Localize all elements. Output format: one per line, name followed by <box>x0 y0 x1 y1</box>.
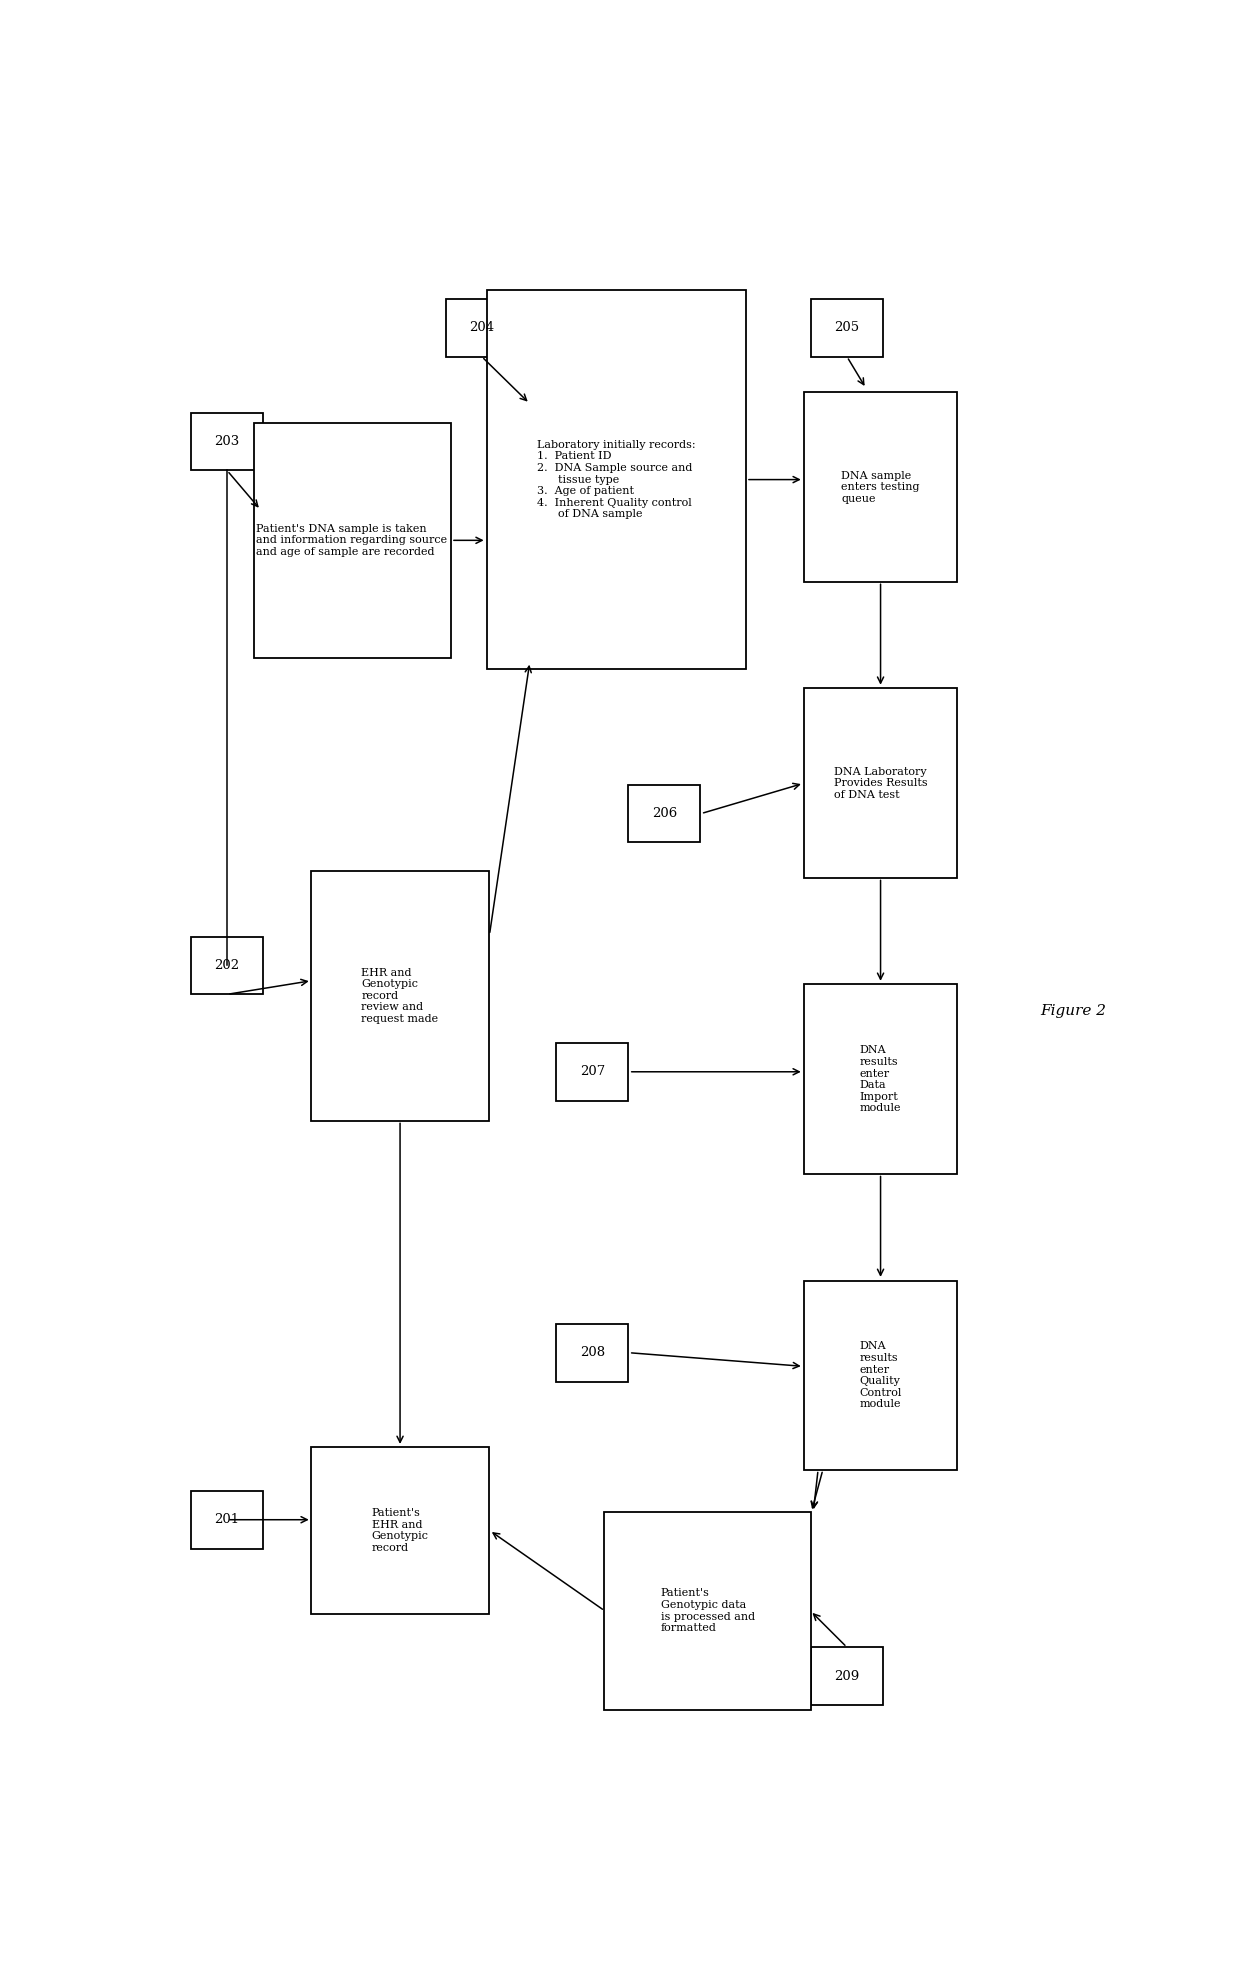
Text: DNA
results
enter
Quality
Control
module: DNA results enter Quality Control module <box>859 1341 901 1410</box>
Bar <box>804 688 957 878</box>
Text: Patient's
Genotypic data
is processed and
formatted: Patient's Genotypic data is processed an… <box>661 1587 755 1633</box>
Text: 205: 205 <box>835 321 859 333</box>
Bar <box>191 937 263 994</box>
Bar <box>191 412 263 471</box>
Bar <box>445 300 518 357</box>
Text: EHR and
Genotypic
record
review and
request made: EHR and Genotypic record review and requ… <box>362 968 439 1023</box>
Bar <box>804 984 957 1173</box>
Text: Figure 2: Figure 2 <box>1040 1004 1106 1018</box>
Text: 206: 206 <box>652 807 677 820</box>
Text: 202: 202 <box>215 958 239 972</box>
Text: 203: 203 <box>215 436 239 448</box>
Bar <box>804 1280 957 1471</box>
Bar <box>604 1513 811 1710</box>
Bar <box>486 290 746 669</box>
Text: Patient's
EHR and
Genotypic
record: Patient's EHR and Genotypic record <box>372 1509 429 1552</box>
Text: 204: 204 <box>469 321 495 333</box>
Bar <box>811 1647 883 1706</box>
Text: Patient's DNA sample is taken
and information regarding source
and age of sample: Patient's DNA sample is taken and inform… <box>257 525 448 556</box>
Bar <box>557 1043 629 1100</box>
Bar <box>804 392 957 582</box>
Text: Laboratory initially records:
1.  Patient ID
2.  DNA Sample source and
      tis: Laboratory initially records: 1. Patient… <box>537 440 696 519</box>
Text: 201: 201 <box>215 1513 239 1526</box>
Bar <box>311 1447 489 1613</box>
Bar <box>253 422 450 659</box>
Bar <box>557 1323 629 1382</box>
Text: 209: 209 <box>835 1670 859 1682</box>
Text: DNA Laboratory
Provides Results
of DNA test: DNA Laboratory Provides Results of DNA t… <box>833 767 928 801</box>
Bar <box>629 785 701 842</box>
Bar <box>191 1491 263 1548</box>
Text: 208: 208 <box>579 1347 605 1359</box>
Text: 207: 207 <box>579 1065 605 1079</box>
Bar <box>811 300 883 357</box>
Text: DNA
results
enter
Data
Import
module: DNA results enter Data Import module <box>859 1045 901 1114</box>
Text: DNA sample
enters testing
queue: DNA sample enters testing queue <box>841 471 920 503</box>
Bar <box>311 870 489 1122</box>
